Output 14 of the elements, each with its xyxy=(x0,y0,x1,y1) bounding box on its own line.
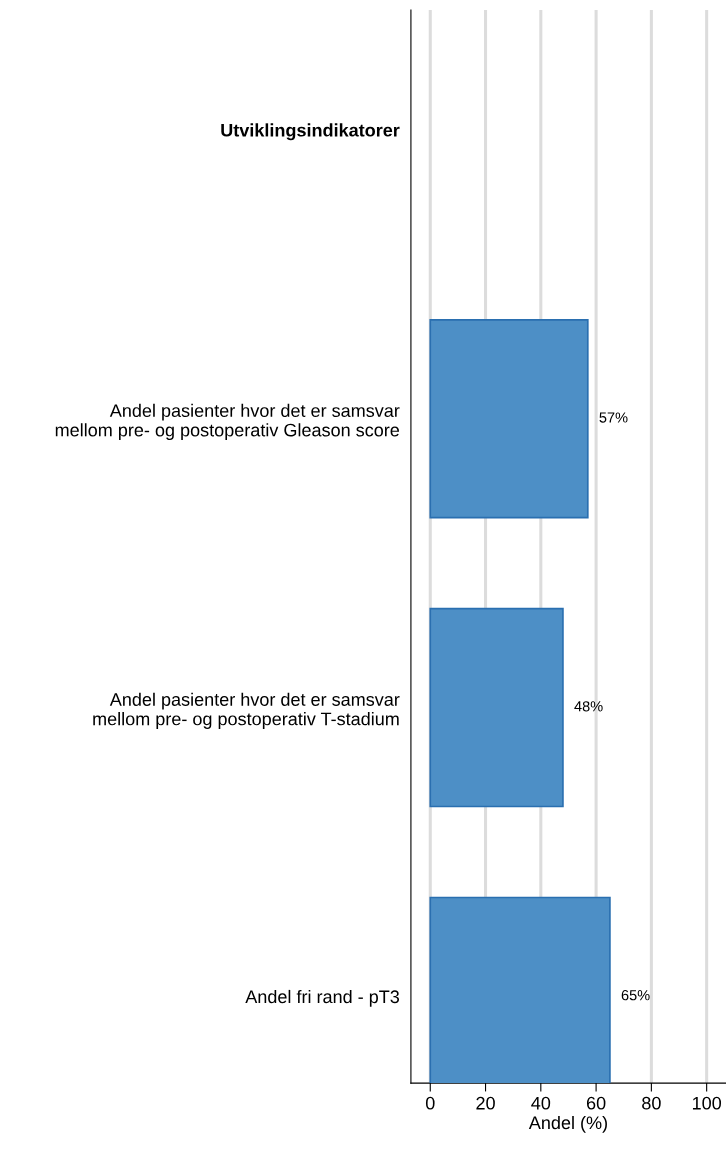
data-label: 57% xyxy=(599,412,628,423)
x-tick-label: 40 xyxy=(531,1096,551,1110)
x-axis-title: Andel (%) xyxy=(528,1115,607,1133)
y-tick-label: Andel pasienter hvor det er samsvar mellom pre- og postoperativ T-stadium xyxy=(93,692,400,729)
x-tick-label: 0 xyxy=(425,1096,435,1110)
x-tick-label: 20 xyxy=(476,1096,495,1110)
data-label: 65% xyxy=(621,990,650,1001)
x-tick-label: 100 xyxy=(692,1096,722,1110)
data-label: 48% xyxy=(574,701,603,712)
x-tick-label: 80 xyxy=(642,1096,661,1110)
y-tick-label: Utviklingsindikatorer xyxy=(221,123,400,141)
x-tick-label: 60 xyxy=(586,1096,606,1110)
y-tick-label: Andel fri rand - pT3 xyxy=(245,989,400,1007)
y-tick-label: Andel pasienter hvor det er samsvar mellom pre- og postoperativ Gleason score xyxy=(55,403,400,441)
